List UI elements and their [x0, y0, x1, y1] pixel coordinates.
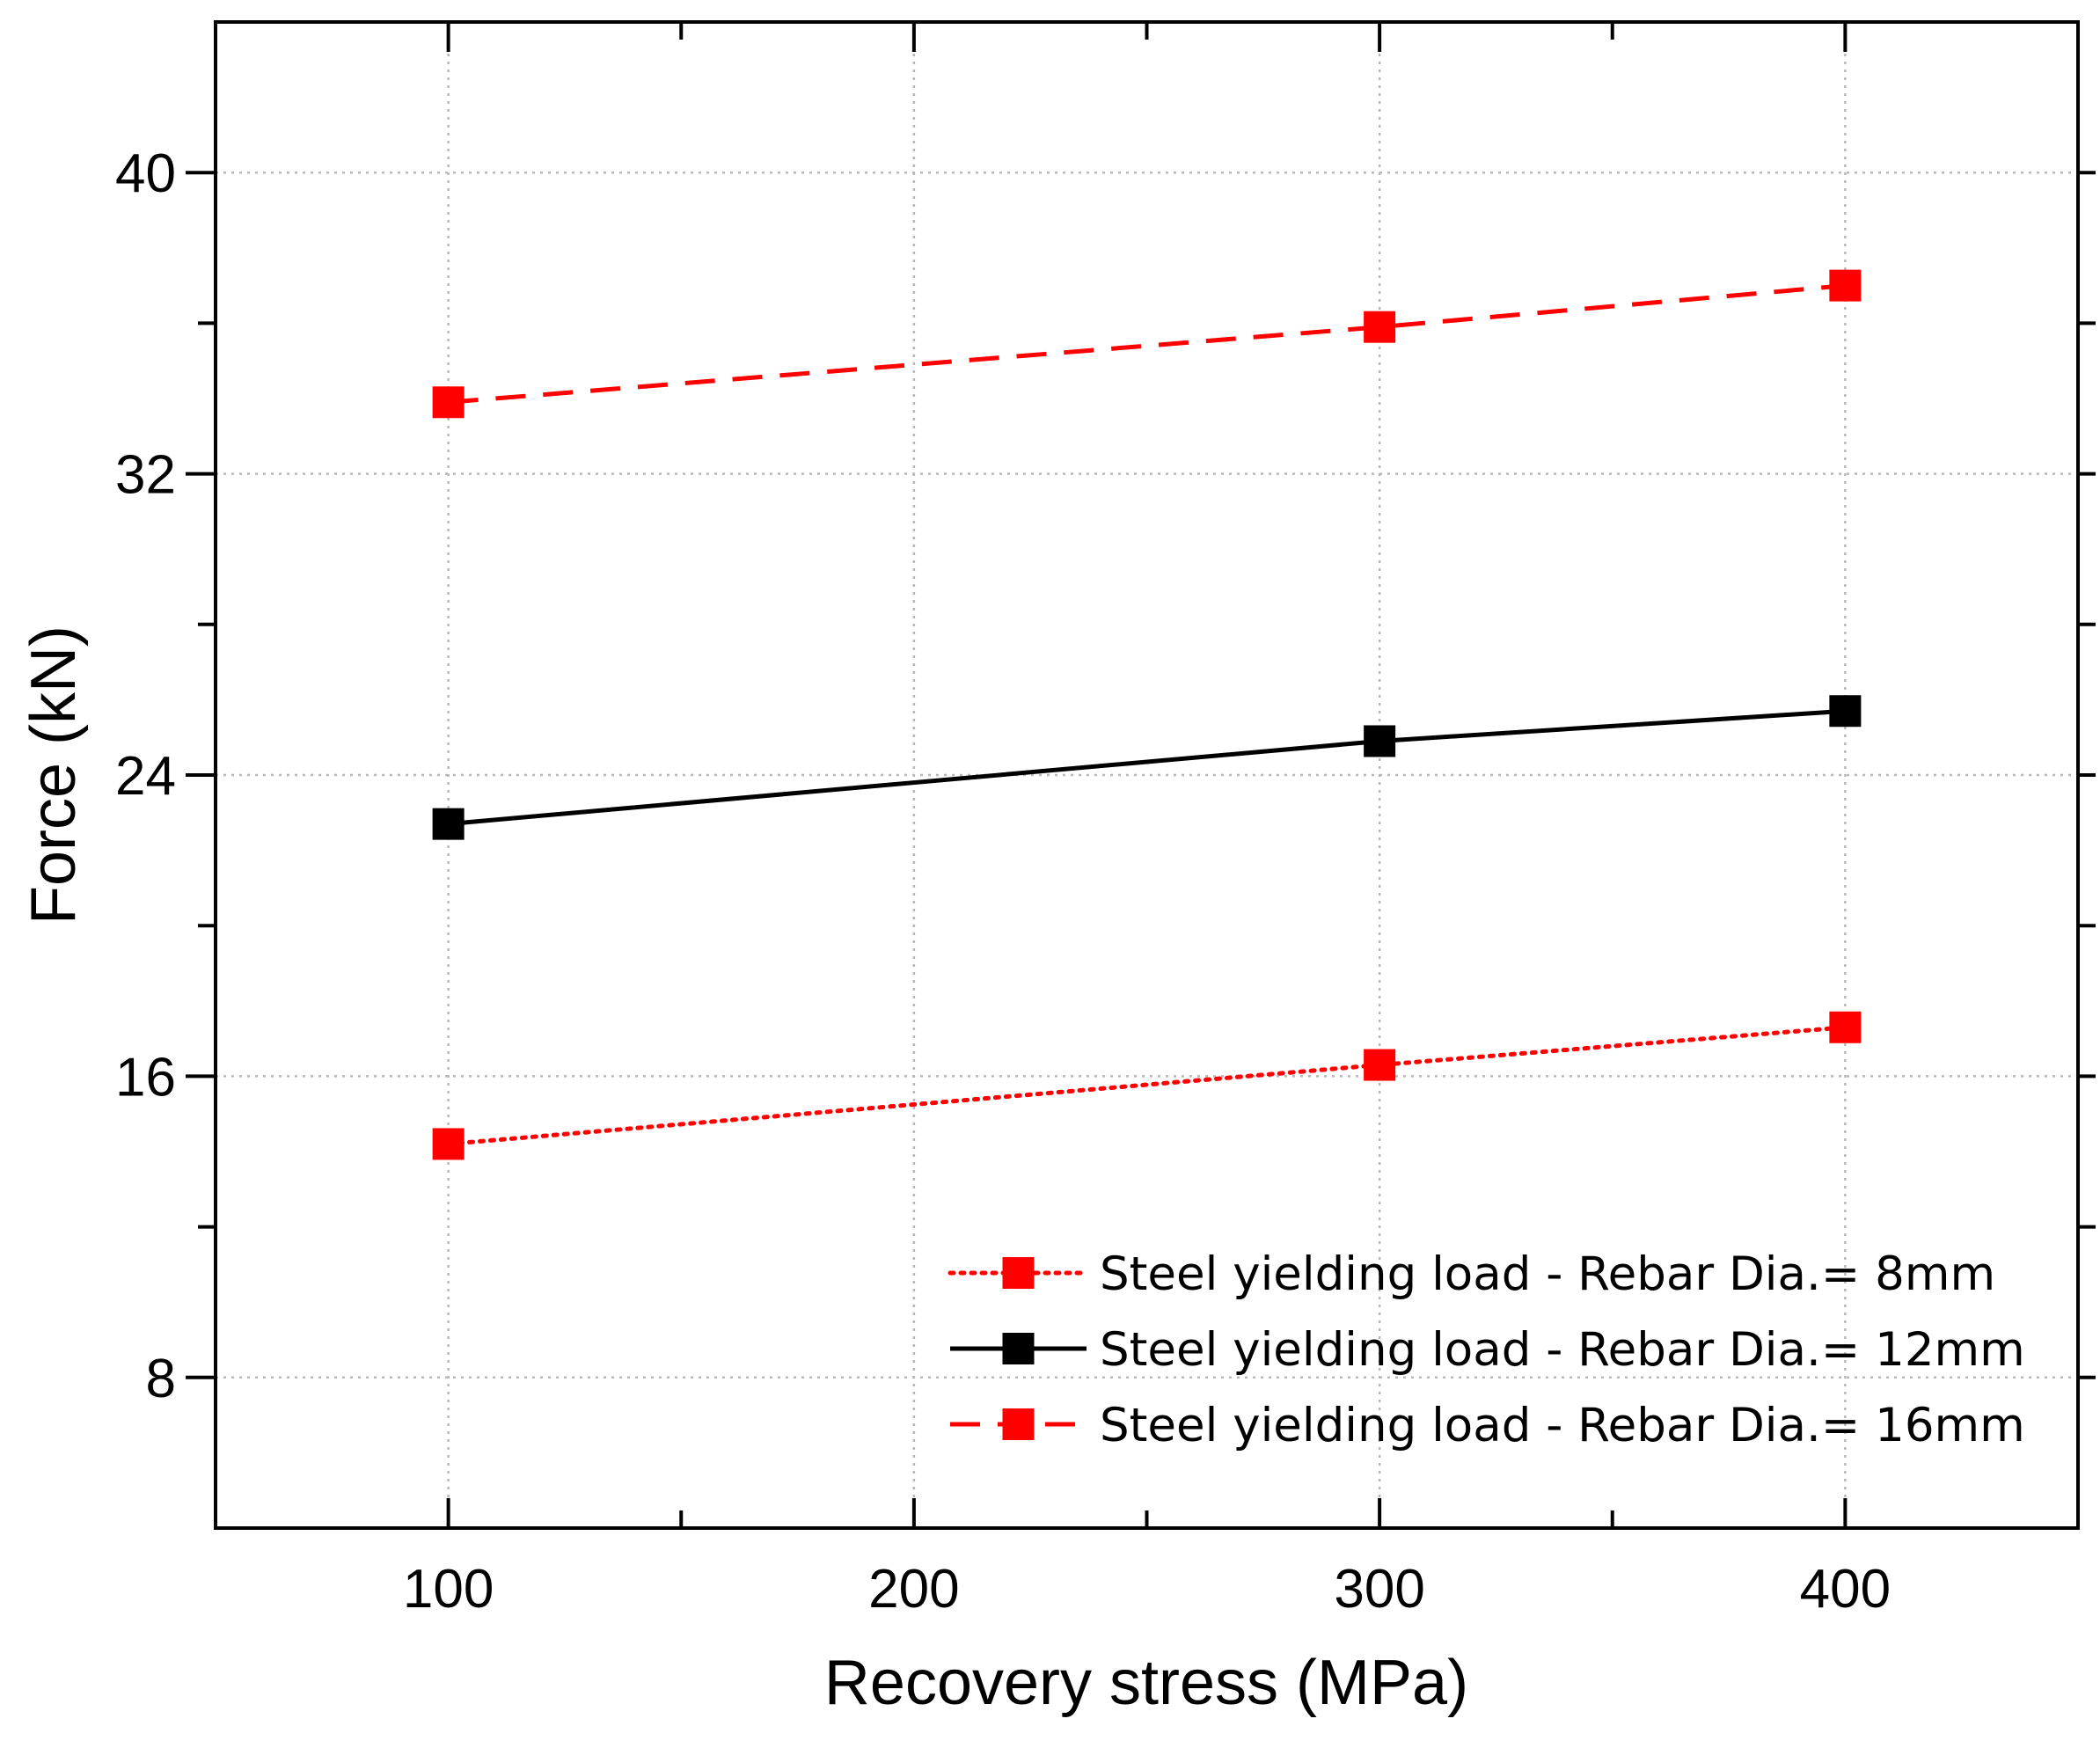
- tick-labels: 100 200 300 400 8 16 24 32 40: [115, 143, 1891, 1620]
- series-3-point-400: [1829, 269, 1862, 302]
- x-tick-label-200: 200: [868, 1559, 959, 1620]
- series-line-3: [448, 283, 1846, 405]
- legend-label-3: Steel yielding load - Rebar Dia.= 16mm: [1100, 1399, 2025, 1452]
- y-tick-label-16: 16: [115, 1047, 176, 1108]
- series-2-point-100: [432, 808, 465, 840]
- legend-label-2: Steel yielding load - Rebar Dia.= 12mm: [1100, 1323, 2025, 1377]
- series-layer: [432, 269, 1862, 1160]
- legend-label-1: Steel yielding load - Rebar Dia.= 8mm: [1100, 1247, 1995, 1301]
- legend-entry-2: Steel yielding load - Rebar Dia.= 12mm: [950, 1323, 2025, 1377]
- y-tick-label-24: 24: [115, 746, 176, 807]
- series-line-2: [448, 708, 1846, 827]
- series-2-point-400: [1829, 695, 1862, 728]
- y-tick-label-40: 40: [115, 143, 176, 204]
- axis-ticks: [186, 22, 2096, 1528]
- x-axis-title: Recovery stress (MPa): [824, 1648, 1468, 1718]
- series-1-point-300: [1364, 1049, 1396, 1081]
- series-3-point-300: [1364, 311, 1396, 343]
- legend-marker-3: [1002, 1408, 1035, 1440]
- y-tick-label-32: 32: [115, 445, 176, 506]
- legend-entry-3: Steel yielding load - Rebar Dia.= 16mm: [950, 1399, 2025, 1452]
- series-1: [432, 1011, 1862, 1160]
- series-3-point-100: [432, 386, 465, 419]
- legend-marker-1: [1002, 1257, 1035, 1289]
- series-1-point-100: [432, 1128, 465, 1160]
- legend-marker-2: [1002, 1333, 1035, 1364]
- y-axis-title: Force (kN): [18, 625, 89, 925]
- y-tick-label-8: 8: [146, 1349, 176, 1409]
- legend-entry-1: Steel yielding load - Rebar Dia.= 8mm: [948, 1247, 1995, 1301]
- series-2: [432, 695, 1862, 840]
- x-tick-label-100: 100: [403, 1559, 494, 1620]
- x-tick-label-400: 400: [1800, 1559, 1891, 1620]
- series-2-point-300: [1364, 725, 1396, 757]
- legend: Steel yielding load - Rebar Dia.= 8mm Ste…: [948, 1247, 2025, 1452]
- series-1-point-400: [1829, 1011, 1862, 1043]
- x-tick-label-300: 300: [1334, 1559, 1424, 1620]
- series-3: [432, 269, 1862, 419]
- series-line-1: [446, 1025, 1848, 1146]
- grid: [216, 22, 2078, 1528]
